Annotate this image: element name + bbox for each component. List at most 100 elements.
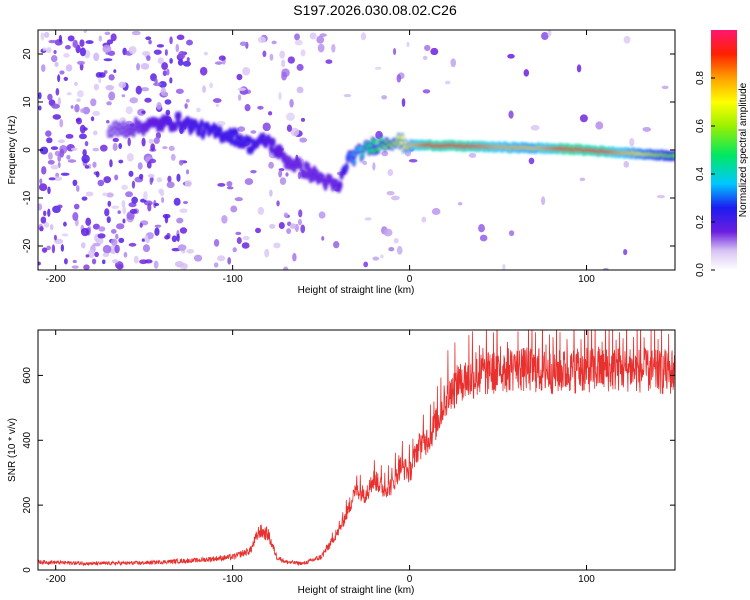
spectrogram-cell (268, 111, 273, 116)
spectrogram-cell (39, 146, 49, 155)
spectrogram-cell (286, 112, 295, 121)
spectrogram-cell (271, 139, 276, 145)
spectrogram-cell (110, 33, 117, 42)
spectrogram-cell (479, 234, 488, 242)
spectrogram-cell (144, 97, 152, 103)
spectrogram-cell (250, 130, 257, 134)
spectrogram-cell (421, 216, 427, 223)
spectrogram-cell (139, 173, 144, 180)
spectrogram-cell (83, 30, 88, 34)
spectrogram-cell (508, 230, 515, 237)
spectrogram-cell (47, 186, 51, 195)
spectrogram-cell (154, 227, 160, 236)
y-tick-label: 200 (22, 496, 33, 513)
spectrogram-cell (140, 87, 150, 92)
spectrogram-cell (468, 152, 477, 158)
x-tick-label: 100 (578, 574, 595, 585)
spectrogram-cell (656, 194, 665, 199)
spectrogram-cell (264, 248, 270, 258)
spectrogram-cell (278, 92, 282, 101)
spectrogram-cell (121, 184, 128, 190)
spectrogram-cell (239, 136, 244, 141)
spectrogram-cell (186, 118, 190, 123)
spectrogram-cell (352, 159, 356, 165)
spectrogram-cell (88, 249, 95, 259)
spectrogram-cell (185, 169, 190, 175)
spectrogram-cell (237, 94, 242, 101)
spectrogram-cell (116, 263, 124, 270)
spectrogram-cell (92, 242, 101, 247)
snr-panel: -200 -100 0 100 0 200 400 600 Height of straig… (7, 329, 676, 596)
spectrogram-cell (154, 202, 160, 207)
spectrogram-cell (289, 223, 297, 230)
spectrogram-cell (81, 154, 90, 164)
spectrogram-cell (115, 233, 119, 240)
spectrogram-cell (235, 231, 242, 236)
spectrogram-cell (300, 117, 306, 122)
x-tick-label: -200 (46, 274, 66, 285)
spectrogram-cell (213, 239, 220, 247)
spectrogram-cell (602, 267, 609, 270)
spectrogram-cell (139, 222, 143, 228)
spectrogram-cell (95, 71, 103, 78)
x-tick-label: -100 (223, 574, 243, 585)
spectrogram-cell (136, 62, 141, 71)
spectrogram-cell (422, 55, 428, 61)
spectrogram-cell (160, 125, 164, 130)
spectrogram-cell (156, 177, 163, 183)
spectrogram-cell (227, 257, 232, 265)
spectrogram-cell (237, 87, 246, 92)
spectrogram-cell (321, 236, 325, 241)
spectrogram-cell (75, 185, 80, 192)
spectrogram-cell (72, 212, 79, 221)
spectrogram-cell (400, 135, 405, 140)
x-tick-label: -200 (46, 574, 66, 585)
spectrogram-cell (292, 166, 297, 171)
spectrogram-cell (213, 262, 219, 268)
spectrogram-cell (255, 227, 262, 234)
spectrogram-cell (209, 82, 213, 89)
spectrogram-cell (217, 255, 226, 262)
spectrogram-cell (174, 260, 184, 268)
spectrogram-ridge (106, 111, 675, 193)
spectrogram-cell (122, 218, 126, 224)
spectrogram-cell (257, 105, 264, 110)
spectrogram-cell (363, 261, 369, 268)
spectrogram-cell (112, 142, 118, 151)
spectrogram-cell (276, 200, 280, 207)
spectrogram-cell (40, 32, 45, 41)
snr-series-line (38, 330, 675, 567)
spectrogram-cell (242, 235, 250, 241)
spectrogram-cell (59, 148, 65, 158)
spectrogram-cell (127, 137, 131, 147)
spectrogram-cell (77, 60, 85, 65)
spectrogram-cell (64, 45, 71, 50)
spectrogram-cell (150, 143, 156, 152)
spectrogram-cell (40, 216, 47, 224)
spectrogram-cell (541, 31, 549, 41)
spectrogram-cell (39, 178, 43, 185)
spectrogram-cell (331, 43, 336, 53)
spectrogram-cell (279, 50, 286, 59)
spectrogram-cell (317, 43, 325, 53)
spectrogram-cell (104, 31, 111, 36)
snr-x-ticks: -200 -100 0 100 (46, 330, 595, 585)
spectrogram-cell (230, 205, 238, 213)
spectrogram-cell (541, 196, 546, 206)
spectrogram-cell (286, 228, 292, 234)
spectrogram-cell (262, 50, 267, 58)
spectrogram-cell (131, 180, 136, 189)
spectrogram-cell (131, 196, 138, 204)
spectrogram-cell (153, 49, 162, 55)
spectrogram-cell (338, 182, 343, 188)
spectrogram-cell (40, 64, 46, 72)
spectrogram-cell (79, 124, 86, 134)
spectrogram-cell (383, 228, 393, 237)
spectrogram-cell (50, 55, 58, 63)
colorbar-tick-label: 0.6 (695, 119, 706, 133)
spectrogram-cell (141, 238, 146, 242)
spectrogram-cell (92, 130, 98, 136)
spectrogram-cell (241, 242, 250, 249)
spectrogram-cell (95, 171, 100, 178)
spectrogram-cell (97, 179, 105, 187)
